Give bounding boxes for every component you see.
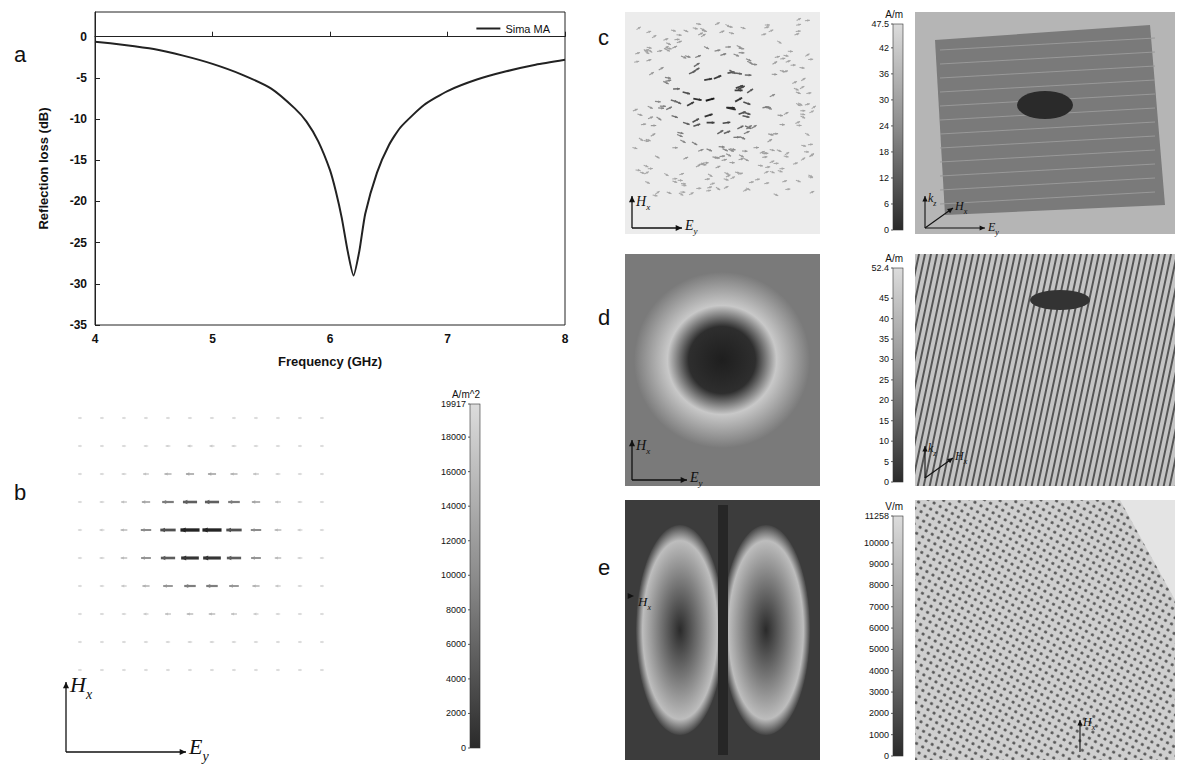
svg-text:5: 5 xyxy=(884,457,889,467)
svg-text:24: 24 xyxy=(879,121,889,131)
svg-text:30: 30 xyxy=(879,95,889,105)
svg-text:12: 12 xyxy=(879,173,889,183)
svg-text:5: 5 xyxy=(209,332,216,346)
svg-text:Frequency (GHz): Frequency (GHz) xyxy=(278,354,382,369)
svg-text:0: 0 xyxy=(884,477,889,487)
svg-text:4000: 4000 xyxy=(446,674,466,684)
svg-text:18: 18 xyxy=(879,147,889,157)
svg-text:16000: 16000 xyxy=(441,467,466,477)
svg-text:47.5: 47.5 xyxy=(871,19,889,29)
svg-text:35: 35 xyxy=(879,334,889,344)
svg-text:45: 45 xyxy=(879,293,889,303)
svg-text:A/m: A/m xyxy=(885,9,903,20)
svg-text:11258: 11258 xyxy=(865,511,889,521)
svg-text:Ey: Ey xyxy=(987,220,999,237)
svg-text:10000: 10000 xyxy=(441,570,466,580)
svg-text:4000: 4000 xyxy=(869,666,889,676)
svg-text:0: 0 xyxy=(884,751,889,761)
svg-text:8: 8 xyxy=(562,332,569,346)
svg-text:14000: 14000 xyxy=(441,501,466,511)
svg-text:A/m^2: A/m^2 xyxy=(452,389,480,400)
svg-text:Ey: Ey xyxy=(684,218,698,236)
svg-text:52.4: 52.4 xyxy=(871,263,889,273)
svg-text:30: 30 xyxy=(879,354,889,364)
svg-text:c: c xyxy=(598,25,609,50)
svg-text:15: 15 xyxy=(879,416,889,426)
svg-text:kz: kz xyxy=(928,441,937,458)
svg-text:25: 25 xyxy=(879,375,889,385)
svg-text:Reflection loss (dB): Reflection loss (dB) xyxy=(36,107,51,229)
svg-text:42: 42 xyxy=(879,43,889,53)
svg-text:-15: -15 xyxy=(70,153,88,167)
svg-text:e: e xyxy=(598,555,610,580)
svg-text:3000: 3000 xyxy=(869,687,889,697)
svg-text:A/m: A/m xyxy=(885,253,903,264)
svg-text:-5: -5 xyxy=(76,71,87,85)
svg-text:7: 7 xyxy=(444,332,451,346)
svg-text:b: b xyxy=(14,480,26,505)
svg-text:0: 0 xyxy=(884,225,889,235)
svg-text:9000: 9000 xyxy=(869,559,889,569)
svg-text:20: 20 xyxy=(879,395,889,405)
svg-text:Hx: Hx xyxy=(635,194,650,212)
svg-text:Hx: Hx xyxy=(954,449,968,466)
svg-text:19917: 19917 xyxy=(441,399,466,409)
svg-text:Ey: Ey xyxy=(188,734,209,764)
svg-text:18000: 18000 xyxy=(441,432,466,442)
svg-text:0: 0 xyxy=(461,743,466,753)
svg-text:6: 6 xyxy=(327,332,334,346)
svg-text:8000: 8000 xyxy=(869,580,889,590)
svg-text:Hx: Hx xyxy=(635,438,650,456)
svg-text:-35: -35 xyxy=(70,318,88,332)
svg-text:5000: 5000 xyxy=(869,644,889,654)
svg-text:V/m: V/m xyxy=(885,501,903,512)
svg-text:Hx: Hx xyxy=(637,594,651,612)
svg-text:2000: 2000 xyxy=(446,708,466,718)
svg-text:6000: 6000 xyxy=(446,639,466,649)
svg-text:d: d xyxy=(598,305,610,330)
svg-text:4: 4 xyxy=(92,332,99,346)
svg-text:7000: 7000 xyxy=(869,602,889,612)
svg-text:0: 0 xyxy=(80,30,87,44)
svg-text:-25: -25 xyxy=(70,236,88,250)
svg-text:6000: 6000 xyxy=(869,623,889,633)
svg-text:kz: kz xyxy=(928,191,937,208)
svg-text:Sima MA: Sima MA xyxy=(505,23,550,35)
svg-text:8000: 8000 xyxy=(446,605,466,615)
svg-text:12000: 12000 xyxy=(441,536,466,546)
svg-text:Ey: Ey xyxy=(689,470,703,488)
svg-text:10: 10 xyxy=(879,436,889,446)
svg-text:-30: -30 xyxy=(70,277,88,291)
svg-text:6: 6 xyxy=(884,199,889,209)
svg-text:Hx: Hx xyxy=(1082,715,1096,732)
svg-text:Hx: Hx xyxy=(69,672,93,702)
svg-text:40: 40 xyxy=(879,314,889,324)
svg-text:2000: 2000 xyxy=(869,708,889,718)
svg-text:36: 36 xyxy=(879,69,889,79)
svg-text:10000: 10000 xyxy=(864,538,889,548)
svg-text:1000: 1000 xyxy=(869,730,889,740)
svg-text:Hx: Hx xyxy=(954,199,968,216)
svg-text:a: a xyxy=(14,42,27,67)
svg-text:-10: -10 xyxy=(70,112,88,126)
svg-text:-20: -20 xyxy=(70,194,88,208)
